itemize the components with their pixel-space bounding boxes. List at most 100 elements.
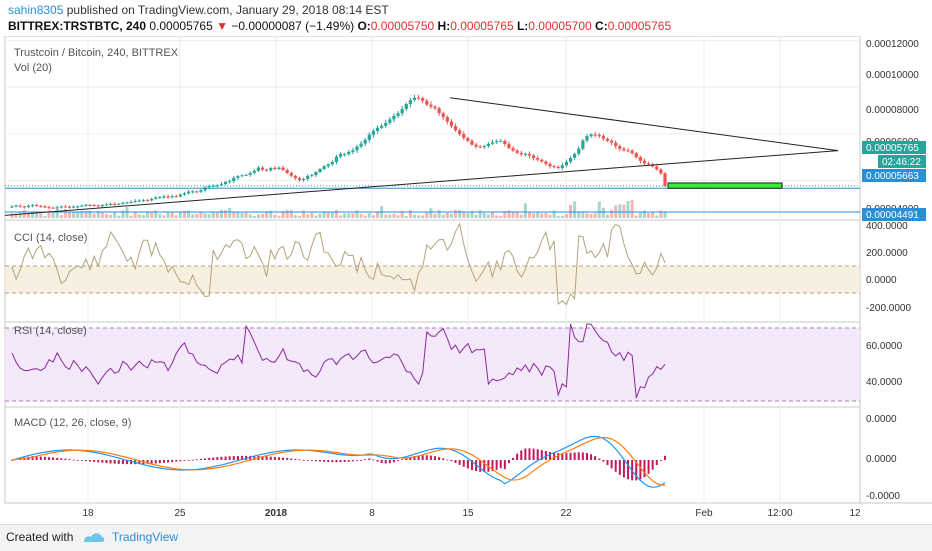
candle-body <box>248 172 252 175</box>
macd-hist-bar <box>635 460 638 481</box>
macd-hist-bar <box>125 460 128 465</box>
macd-hist-bar <box>187 460 190 461</box>
candle-body <box>437 108 441 114</box>
volume-bar <box>363 215 367 218</box>
tradingview-link[interactable]: TradingView <box>112 530 179 544</box>
macd-hist-bar <box>606 460 609 465</box>
candle-body <box>503 140 507 145</box>
volume-bar <box>55 209 59 218</box>
macd-hist-bar <box>425 455 428 460</box>
rsi-line <box>11 323 666 399</box>
macd-hist-bar <box>598 458 601 460</box>
timer-badge-text: 02:46:22 <box>882 157 921 168</box>
volume-bar <box>659 210 663 218</box>
price-levels <box>4 97 860 216</box>
low-value: 0.00005700 <box>528 19 592 33</box>
macd-hist-bar <box>265 456 268 460</box>
volume-bar <box>150 212 154 218</box>
candle-body <box>527 153 532 156</box>
author-link[interactable]: sahin8305 <box>8 3 64 17</box>
candle-body <box>416 97 421 99</box>
candle-body <box>363 139 367 144</box>
macd-hist-bar <box>35 456 38 460</box>
candle-body <box>199 190 203 192</box>
volume-bar <box>577 211 581 218</box>
volume-bar <box>281 211 285 218</box>
cci-title: CCI (14, close) <box>14 232 87 244</box>
macd-lines <box>11 435 666 488</box>
macd-hist-bar <box>228 456 231 460</box>
footer-bar: Created with TradingView <box>0 524 932 551</box>
macd-hist-bar <box>351 460 354 462</box>
macd-hist-bar <box>298 459 301 461</box>
macd-hist-bar <box>520 450 523 460</box>
volume-bar <box>26 213 30 218</box>
volume-bar <box>113 212 117 218</box>
macd-hist-bar <box>335 460 338 463</box>
volume-bar <box>532 213 536 218</box>
last-price-badge <box>862 141 926 154</box>
candle-body <box>384 122 388 126</box>
volume-bar <box>240 212 244 218</box>
volume-bar <box>100 211 104 218</box>
macd-hist-bar <box>540 450 543 460</box>
macd-hist-bar <box>594 456 597 460</box>
chart-canvas[interactable]: Trustcoin / Bitcoin, 240, BITTREX Vol (2… <box>0 36 932 524</box>
volume-bar <box>511 211 515 218</box>
candle-body <box>314 172 318 176</box>
volume-bar <box>293 214 297 218</box>
trendline-upper[interactable] <box>449 97 839 152</box>
candle-body <box>178 194 182 197</box>
volume-bar <box>269 210 273 218</box>
macd-hist-bar <box>191 459 194 461</box>
candle-body <box>96 205 100 207</box>
candle-body <box>150 198 154 201</box>
candle-body <box>285 169 289 173</box>
macd-hist-bar <box>282 457 285 460</box>
macd-hist-bar <box>232 456 235 460</box>
volume-bar <box>433 213 437 218</box>
candle-body <box>646 163 651 165</box>
macd-axis: 0.0000 0.0000 -0.0000 <box>866 414 900 502</box>
macd-hist-bar <box>93 460 96 462</box>
macd-hist-bar <box>643 460 646 478</box>
volume-bar <box>256 214 260 218</box>
macd-hist-bar <box>101 460 104 463</box>
candle-body <box>121 202 125 204</box>
macd-hist-bar <box>208 457 211 460</box>
trendline-lower[interactable] <box>4 150 839 216</box>
volume-bar <box>638 212 642 218</box>
macd-hist-bar <box>183 460 186 461</box>
macd-hist-bar <box>549 451 552 460</box>
candle-body <box>511 148 515 151</box>
volume-bar <box>141 215 145 218</box>
macd-hist-bar <box>532 448 535 460</box>
volume-bar <box>347 213 351 218</box>
candle-body <box>100 205 104 207</box>
support-badge-text: 0.00005663 <box>866 171 919 182</box>
candle-body <box>536 158 540 160</box>
candle-body <box>499 140 503 142</box>
volume-bar <box>18 211 22 218</box>
candle-body <box>548 163 552 167</box>
macd-hist-bar <box>76 460 79 461</box>
volume-bar <box>392 213 396 218</box>
macd-title: MACD (12, 26, close, 9) <box>14 417 131 429</box>
volume-bar <box>581 211 585 218</box>
candle-body <box>289 172 293 176</box>
volume-bar <box>429 208 433 218</box>
macd-hist-bar <box>401 459 404 461</box>
macd-hist-bar <box>167 460 170 463</box>
macd-hist-bar <box>380 460 383 464</box>
macd-hist-bar <box>417 455 420 460</box>
support-zone[interactable] <box>667 182 783 189</box>
open-label: O: <box>357 19 371 33</box>
macd-hist-bar <box>240 455 243 460</box>
candle-body <box>408 100 412 105</box>
volume-bar <box>109 214 113 218</box>
candle-body <box>540 159 544 162</box>
macd-hist-bar <box>528 448 531 460</box>
rsi-axis: 60.0000 40.0000 <box>866 341 903 388</box>
macd-tick: 0.0000 <box>866 414 897 425</box>
candle-body <box>412 97 417 101</box>
